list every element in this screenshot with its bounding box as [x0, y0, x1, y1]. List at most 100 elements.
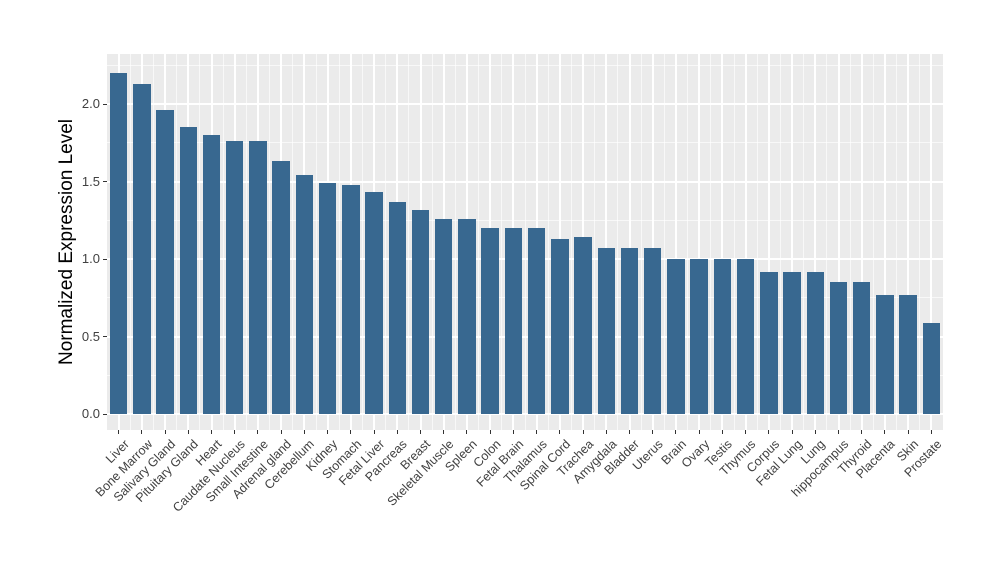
gridline-minor-x-26 [710, 54, 712, 430]
y-tick-mark-0.5 [103, 336, 107, 338]
bar-stomach [342, 184, 360, 415]
x-tick-mark-salivary-gland [164, 430, 166, 434]
bar-lung [806, 271, 825, 415]
gridline-minor-x-20 [570, 54, 572, 430]
gridline-minor-x-16 [478, 54, 480, 430]
bar-spleen [458, 218, 476, 415]
y-tick-mark-0.0 [103, 413, 107, 415]
gridline-major-x-25 [698, 54, 701, 430]
bar-trachea [574, 237, 592, 415]
plot-panel [107, 54, 943, 430]
bar-uterus [643, 248, 662, 415]
x-tick-mark-fetal-brain [512, 430, 514, 434]
gridline-minor-x-25 [687, 54, 689, 430]
bar-small-intestine [249, 141, 267, 415]
bar-spinal-cord [551, 238, 569, 415]
x-tick-mark-kidney [327, 430, 329, 434]
gridline-minor-x-17 [501, 54, 503, 430]
y-tick-label-0.5: 0.5 [81, 328, 100, 344]
bar-adrenal-gland [272, 161, 290, 415]
x-tick-mark-caudate-nucleus [234, 430, 236, 434]
x-tick-mark-bone-marrow [141, 430, 143, 434]
gridline-major-x-34 [907, 54, 910, 430]
bar-skin [899, 294, 917, 415]
y-tick-mark-1.0 [103, 258, 107, 260]
x-tick-mark-spleen [466, 430, 468, 434]
gridline-minor-x-1 [129, 54, 131, 430]
x-tick-mark-thymus [745, 430, 747, 434]
x-tick-mark-uterus [652, 430, 654, 434]
y-tick-label-0.0: 0.0 [81, 406, 100, 422]
bar-breast [411, 209, 430, 415]
x-tick-mark-colon [489, 430, 491, 434]
x-tick-mark-skeletal-muscle [443, 430, 445, 434]
bar-thymus [736, 259, 755, 415]
bar-liver [109, 72, 128, 415]
gridline-minor-x-24 [663, 54, 665, 430]
gridline-minor-x-32 [849, 54, 851, 430]
gridline-minor-x-15 [454, 54, 456, 430]
x-tick-mark-fetal-liver [373, 430, 375, 434]
gridline-major-x-24 [674, 54, 677, 430]
gridline-major-x-31 [837, 54, 840, 430]
bar-thalamus [527, 228, 546, 415]
bar-bone-marrow [133, 83, 151, 415]
y-tick-label-2.0: 2.0 [81, 96, 100, 111]
gridline-minor-x-7 [269, 54, 271, 430]
x-tick-mark-spinal-cord [559, 430, 561, 434]
gridline-minor-x-33 [872, 54, 874, 430]
bar-amygdala [597, 248, 616, 415]
x-tick-mark-prostate [930, 430, 932, 434]
x-tick-mark-fetal-lung [791, 430, 793, 434]
x-tick-mark-breast [420, 430, 421, 434]
bar-fetal-brain [504, 228, 523, 415]
x-tick-mark-adrenal-gland [280, 430, 282, 434]
bar-colon [481, 228, 499, 415]
gridline-minor-x-6 [245, 54, 247, 430]
x-tick-mark-hippocampus [838, 430, 839, 434]
x-tick-mark-lung [814, 430, 816, 434]
bar-cerebellum [295, 175, 314, 415]
gridline-minor-x-13 [408, 54, 410, 430]
gridline-major-x-28 [767, 54, 770, 430]
gridline-major-x-26 [721, 54, 724, 430]
bar-corpus [760, 271, 778, 415]
bar-thyroid [852, 282, 871, 415]
bar-brain [667, 259, 685, 415]
gridline-minor-x-28 [756, 54, 758, 430]
gridline-minor-x-4 [199, 54, 201, 430]
bar-fetal-liver [365, 192, 383, 415]
gridline-minor-x-8 [292, 54, 294, 430]
y-tick-mark-2.0 [103, 103, 107, 105]
y-tick-mark-1.5 [103, 181, 107, 183]
x-tick-mark-trachea [582, 430, 584, 434]
bar-fetal-lung [783, 271, 801, 415]
gridline-minor-x-18 [524, 54, 526, 430]
gridline-major-x-21 [605, 54, 608, 430]
x-tick-mark-placenta [884, 430, 886, 434]
gridline-major-x-35 [930, 54, 933, 430]
x-tick-mark-heart [211, 430, 212, 434]
gridline-minor-x-3 [176, 54, 178, 430]
gridline-minor-x-9 [315, 54, 317, 430]
bar-heart [202, 135, 221, 415]
gridline-major-x-23 [651, 54, 654, 430]
gridline-major-x-22 [628, 54, 631, 430]
y-tick-label-1.0: 1.0 [81, 251, 100, 267]
x-tick-mark-liver [118, 430, 120, 434]
gridline-major-x-33 [883, 54, 886, 430]
gridline-minor-x-21 [594, 54, 596, 430]
x-tick-mark-amygdala [605, 430, 607, 434]
bar-bladder [620, 248, 639, 415]
gridline-minor-x-30 [803, 54, 805, 430]
x-tick-mark-small-intestine [257, 430, 259, 434]
x-tick-mark-testis [721, 430, 723, 434]
x-tick-mark-skin [907, 430, 909, 434]
x-tick-mark-cerebellum [303, 430, 305, 434]
x-tick-mark-stomach [350, 430, 352, 434]
gridline-minor-x-10 [338, 54, 340, 430]
gridline-minor-x-34 [896, 54, 898, 430]
gridline-major-x-29 [791, 54, 794, 430]
x-tick-mark-pituitary-gland [187, 430, 189, 434]
gridline-major-x-32 [860, 54, 863, 430]
